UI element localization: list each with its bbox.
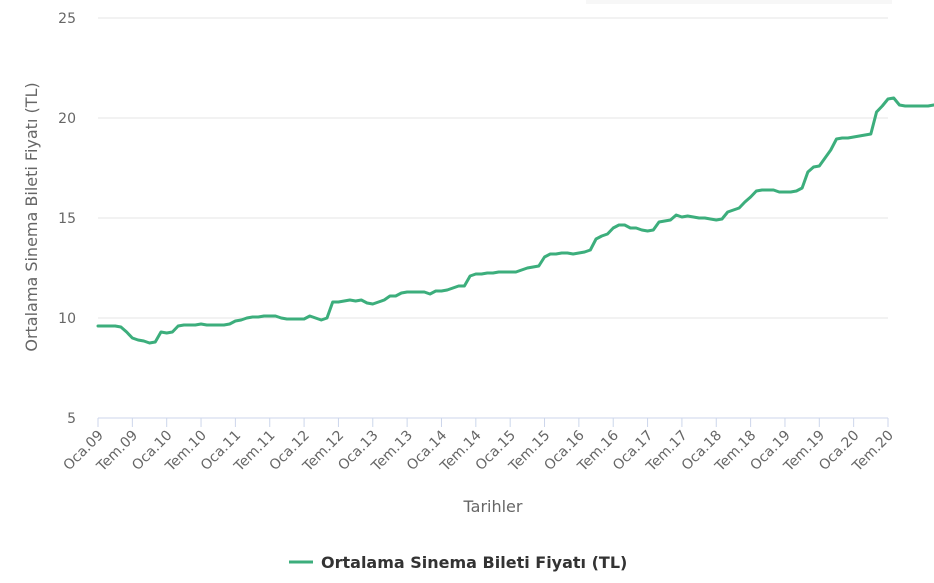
y-axis-title-group: Ortalama Sinema Bileti Fiyatı (TL) <box>22 82 41 351</box>
series-layer <box>96 96 934 345</box>
legend-series-label[interactable]: Ortalama Sinema Bileti Fiyatı (TL) <box>321 553 627 572</box>
grid-lines <box>98 17 888 319</box>
y-axis-title: Ortalama Sinema Bileti Fiyatı (TL) <box>22 82 41 351</box>
axes: 510152025Oca.09Tem.09Oca.10Tem.10Oca.11T… <box>58 11 897 475</box>
y-tick-label: 15 <box>58 211 76 227</box>
legend[interactable]: Ortalama Sinema Bileti Fiyatı (TL) <box>289 553 627 572</box>
y-tick-label: 5 <box>67 411 76 427</box>
x-axis-title-group: Tarihler <box>463 497 523 516</box>
x-axis-title: Tarihler <box>463 497 523 516</box>
series-line[interactable] <box>96 96 934 345</box>
y-tick-label: 25 <box>58 11 76 27</box>
toolbar-strip <box>586 0 892 4</box>
y-tick-label: 10 <box>58 311 76 327</box>
y-tick-label: 20 <box>58 111 76 127</box>
